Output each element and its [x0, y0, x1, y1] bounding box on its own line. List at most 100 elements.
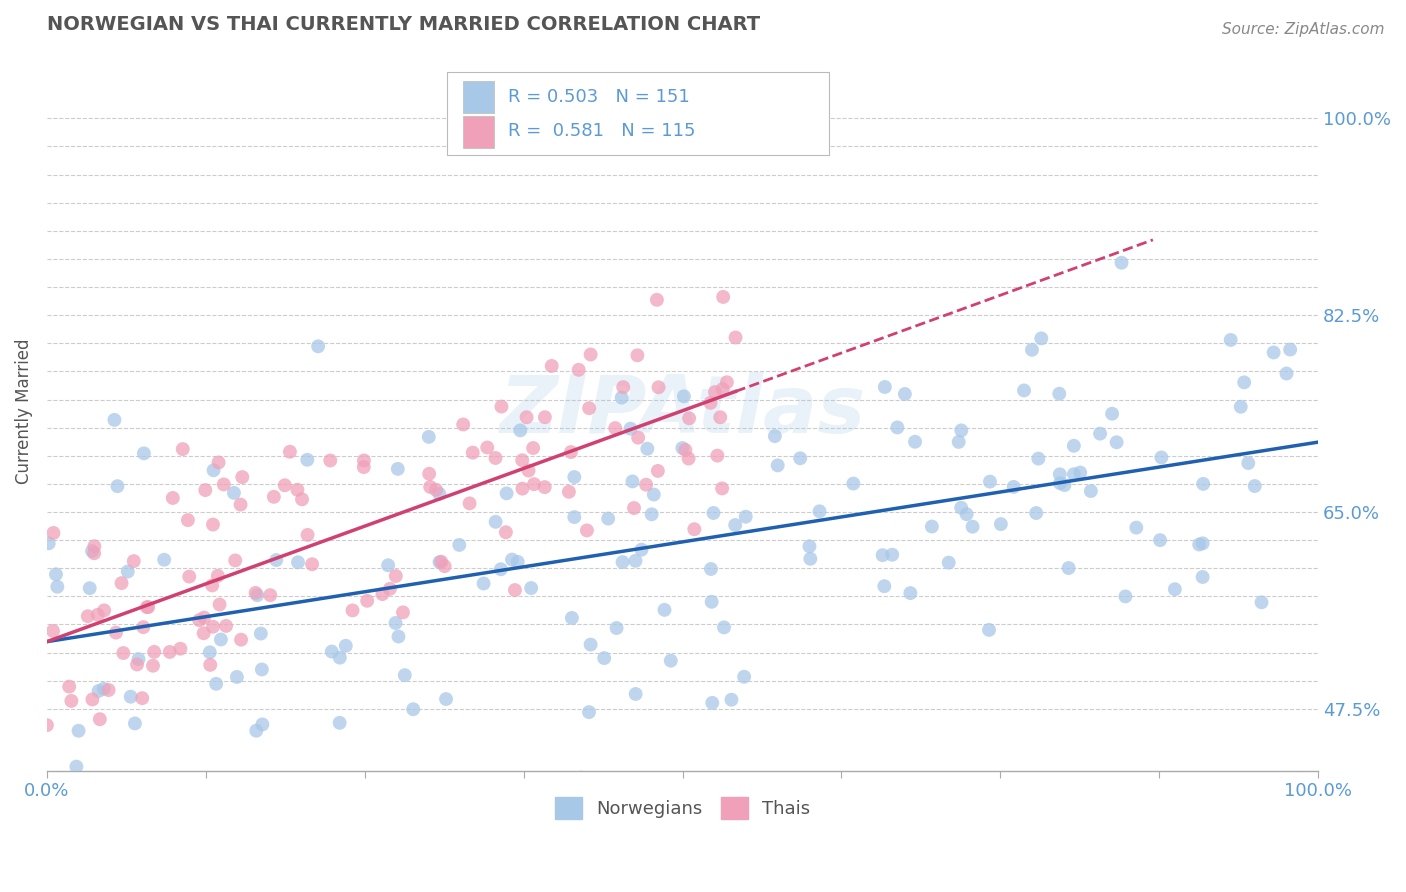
- Point: [136, 600, 159, 615]
- Point: [623, 501, 645, 516]
- Point: [1069, 466, 1091, 480]
- Point: [329, 715, 352, 730]
- Point: [321, 644, 343, 658]
- Point: [491, 400, 513, 414]
- Point: [1150, 450, 1173, 465]
- Point: [671, 441, 693, 455]
- Point: [188, 613, 211, 627]
- Point: [503, 582, 526, 597]
- Point: [1149, 533, 1171, 548]
- Text: NORWEGIAN VS THAI CURRENTLY MARRIED CORRELATION CHART: NORWEGIAN VS THAI CURRENTLY MARRIED CORR…: [46, 15, 761, 34]
- Point: [231, 470, 253, 484]
- Point: [921, 519, 943, 533]
- Point: [207, 569, 229, 583]
- Point: [1031, 331, 1053, 345]
- Point: [672, 389, 695, 403]
- Point: [643, 487, 665, 501]
- Point: [392, 606, 415, 620]
- Point: [193, 610, 215, 624]
- Point: [1028, 451, 1050, 466]
- Point: [647, 464, 669, 478]
- Point: [808, 504, 831, 518]
- Point: [1105, 435, 1128, 450]
- Point: [630, 542, 652, 557]
- Point: [35, 718, 58, 732]
- Point: [540, 359, 562, 373]
- Point: [950, 423, 973, 437]
- Point: [307, 339, 329, 353]
- Point: [46, 580, 69, 594]
- Point: [135, 600, 157, 615]
- Point: [201, 517, 224, 532]
- Point: [977, 623, 1000, 637]
- Point: [763, 429, 786, 443]
- Point: [110, 576, 132, 591]
- Point: [287, 555, 309, 569]
- Point: [177, 513, 200, 527]
- Point: [1191, 536, 1213, 550]
- Point: [1263, 345, 1285, 359]
- Point: [297, 452, 319, 467]
- Point: [82, 692, 104, 706]
- Point: [506, 555, 529, 569]
- Point: [560, 445, 582, 459]
- Point: [711, 290, 734, 304]
- Point: [425, 483, 447, 497]
- Point: [598, 511, 620, 525]
- Point: [93, 681, 115, 696]
- Point: [198, 645, 221, 659]
- Point: [1237, 456, 1260, 470]
- Point: [606, 621, 628, 635]
- Point: [766, 458, 789, 473]
- Point: [212, 477, 235, 491]
- Point: [433, 559, 456, 574]
- Point: [1025, 506, 1047, 520]
- Point: [1101, 407, 1123, 421]
- Point: [472, 576, 495, 591]
- Point: [291, 492, 314, 507]
- Point: [132, 620, 155, 634]
- Point: [517, 464, 540, 478]
- Point: [1191, 570, 1213, 584]
- Point: [534, 410, 557, 425]
- Point: [124, 716, 146, 731]
- Point: [593, 651, 616, 665]
- Point: [193, 626, 215, 640]
- Point: [627, 431, 650, 445]
- Point: [76, 609, 98, 624]
- Y-axis label: Currently Married: Currently Married: [15, 338, 32, 483]
- Point: [962, 519, 984, 533]
- Point: [575, 524, 598, 538]
- Point: [704, 385, 727, 400]
- Point: [572, 777, 595, 791]
- Point: [377, 558, 399, 573]
- Point: [429, 555, 451, 569]
- Point: [700, 562, 723, 576]
- Point: [387, 630, 409, 644]
- Point: [153, 553, 176, 567]
- Point: [263, 490, 285, 504]
- Point: [209, 632, 232, 647]
- Point: [523, 477, 546, 491]
- Point: [353, 460, 375, 475]
- Point: [252, 717, 274, 731]
- Text: Source: ZipAtlas.com: Source: ZipAtlas.com: [1222, 22, 1385, 37]
- Point: [1279, 343, 1302, 357]
- Point: [246, 588, 269, 602]
- Legend: Norwegians, Thais: Norwegians, Thais: [547, 790, 817, 827]
- Point: [645, 293, 668, 307]
- Point: [659, 654, 682, 668]
- Point: [132, 446, 155, 460]
- Text: R = 0.503   N = 151: R = 0.503 N = 151: [509, 88, 690, 106]
- Point: [224, 553, 246, 567]
- Point: [842, 476, 865, 491]
- Point: [522, 441, 544, 455]
- Point: [636, 477, 658, 491]
- Point: [872, 548, 894, 562]
- FancyBboxPatch shape: [463, 116, 495, 148]
- Point: [97, 683, 120, 698]
- Point: [579, 638, 602, 652]
- Point: [278, 444, 301, 458]
- Point: [205, 677, 228, 691]
- Point: [724, 330, 747, 344]
